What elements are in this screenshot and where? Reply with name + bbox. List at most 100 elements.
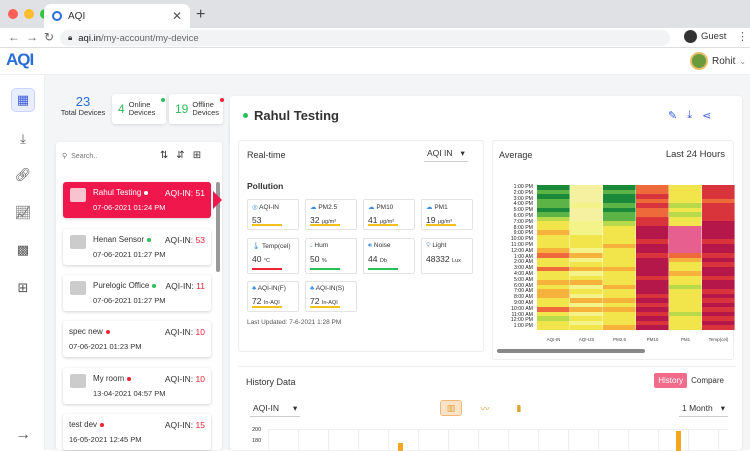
- heatmap-cell: [702, 252, 735, 258]
- total-devices-stat: 23 Total Devices: [57, 94, 109, 132]
- sensor-card[interactable]: ◎ AQI-IN 53: [247, 199, 299, 230]
- caret-down-icon: ▾: [460, 148, 465, 158]
- heatmap-cell: [636, 271, 669, 276]
- heatmap-cell: [537, 230, 570, 235]
- minimize-window-button[interactable]: [24, 9, 34, 19]
- device-list-item[interactable]: My room AQI-IN: 10 13-04-2021 04:57 PM: [63, 368, 211, 404]
- heatmap-cell: [636, 203, 669, 208]
- heatmap-scrollbar[interactable]: [497, 349, 645, 353]
- sort-az-icon[interactable]: ⇅: [160, 150, 169, 161]
- share-icon[interactable]: ⋖: [702, 110, 712, 122]
- realtime-select[interactable]: AQI IN ▾: [424, 146, 468, 162]
- heatmap-cell: [702, 189, 735, 195]
- offline-devices-stat[interactable]: 19 Offline Devices: [169, 94, 225, 124]
- qr-icon[interactable]: ▩: [16, 242, 30, 257]
- device-name: My room: [93, 374, 132, 383]
- heatmap-cell: [702, 248, 735, 253]
- browser-menu-icon[interactable]: ⋮: [737, 31, 748, 43]
- heatmap-cell: [537, 243, 570, 249]
- edit-icon[interactable]: ✎: [668, 110, 678, 122]
- user-menu[interactable]: Rohit ⌄: [690, 52, 746, 70]
- close-window-button[interactable]: [8, 9, 18, 19]
- chart-icon[interactable]: 📈︎: [14, 205, 32, 220]
- device-list-item[interactable]: spec new AQI-IN: 10 07-06-2021 01:23 PM: [63, 321, 211, 357]
- heatmap-cell: [603, 302, 636, 308]
- url-field[interactable]: 🔒︎ aqi.in/my-account/my-device: [60, 30, 670, 46]
- heatmap-cell: [570, 320, 603, 326]
- device-list-item[interactable]: Henan Sensor AQI-IN: 53 07-06-2021 01:27 P…: [63, 229, 211, 265]
- heatmap-cell: [537, 311, 570, 317]
- online-devices-stat[interactable]: 4 Online Devices: [112, 94, 166, 124]
- heatmap-cell: [570, 302, 603, 308]
- heatmap-cell: [636, 262, 669, 267]
- apps-icon[interactable]: ⊞: [17, 280, 29, 295]
- arrow-right-icon[interactable]: →: [15, 426, 31, 443]
- sensor-label: 🌡︎ Temp(cel): [252, 243, 291, 250]
- history-range-select[interactable]: 1 Month ▾: [679, 401, 728, 417]
- heatmap-cell: [603, 280, 636, 285]
- history-bar[interactable]: [398, 443, 403, 451]
- sensor-card[interactable]: 💧︎ Hum 50 %: [305, 238, 357, 274]
- grid-view-icon[interactable]: ⊞: [192, 150, 202, 161]
- heatmap-cell: [603, 189, 636, 195]
- new-tab-button[interactable]: +: [196, 6, 206, 23]
- forward-icon[interactable]: →: [26, 30, 38, 44]
- tab-history[interactable]: History: [654, 373, 688, 388]
- sensor-card[interactable]: 🔊︎ Noise 44 Db: [363, 238, 415, 274]
- heatmap-cell: [570, 289, 603, 294]
- filter-icon[interactable]: ⇵: [176, 150, 185, 161]
- bar-chart-icon[interactable]: ▥: [440, 400, 462, 416]
- sensor-card[interactable]: ☁ PM2.5 32 μg/m³: [305, 199, 357, 230]
- heatmap-cell: [537, 271, 570, 276]
- device-list-item[interactable]: Purelogic Office AQI-IN: 11 07-06-2021 01:…: [63, 275, 211, 311]
- heatmap-cell: [636, 320, 669, 326]
- heatmap-cell: [537, 280, 570, 285]
- close-tab-icon[interactable]: ✕: [171, 9, 182, 23]
- sensor-card[interactable]: 💡︎ Light 48332 Lux: [421, 238, 473, 274]
- device-list-item[interactable]: Rahul Testing AQI-IN: 51 07-06-2021 01:24 …: [63, 182, 211, 218]
- heatmap-cell: [636, 225, 669, 231]
- document-icon[interactable]: ▮: [516, 402, 522, 413]
- heatmap-cell: [603, 307, 636, 312]
- back-icon[interactable]: ←: [8, 30, 20, 44]
- sensor-card[interactable]: ☁ PM1 19 μg/m³: [421, 199, 473, 230]
- sensor-card[interactable]: ♣ AQI-IN(F) 72 In-AQI: [247, 281, 299, 312]
- sensor-label: ♣ AQI-IN(F): [252, 285, 286, 292]
- sensor-value: 41 μg/m³: [368, 215, 395, 225]
- sensor-card[interactable]: ♣ AQI-IN(S) 72 In-AQI: [305, 281, 357, 312]
- dashboard-icon[interactable]: ▦: [11, 88, 35, 112]
- download-icon[interactable]: ⤓: [20, 131, 26, 146]
- chevron-down-icon: ⌄: [739, 56, 747, 66]
- device-list-item[interactable]: test dev AQI-IN: 15 16-05-2021 12:45 PM: [63, 414, 211, 450]
- tab-compare[interactable]: Compare: [691, 376, 724, 385]
- device-aqi: AQI-IN: 53: [164, 235, 205, 245]
- heatmap-column-label: AQI-IN: [546, 337, 561, 342]
- sensor-card[interactable]: 🌡︎ Temp(cel) 40 °C: [247, 238, 299, 274]
- device-timestamp: 07-06-2021 01:27 PM: [93, 296, 166, 305]
- sensor-label: 💧︎ Hum: [310, 242, 329, 249]
- sensor-value: 48332 Lux: [426, 254, 461, 264]
- browser-tab[interactable]: AQI ✕: [44, 4, 190, 28]
- heatmap-cell: [702, 298, 735, 303]
- line-chart-icon[interactable]: 〰: [480, 403, 490, 414]
- heatmap-cell: [603, 185, 636, 190]
- heatmap-cell: [669, 280, 702, 285]
- history-bar[interactable]: [676, 431, 681, 451]
- sensor-card[interactable]: ☁ PM10 41 μg/m³: [363, 199, 415, 230]
- reload-icon[interactable]: ↻: [44, 30, 55, 44]
- heatmap-cell: [636, 221, 669, 226]
- aqi-logo[interactable]: AQI: [6, 50, 34, 70]
- link-icon[interactable]: 🔗︎: [14, 167, 32, 182]
- heatmap-column-label: PM2.5: [612, 337, 626, 342]
- sensor-label: ☁ PM1: [426, 204, 448, 211]
- heatmap-cell: [702, 289, 735, 294]
- history-parameter-select[interactable]: AQI-IN ▾: [250, 401, 301, 417]
- heatmap-time-label: 3:00 PM: [513, 195, 533, 202]
- heatmap-cell: [570, 298, 603, 303]
- profile-button[interactable]: Guest: [684, 30, 726, 43]
- search-input[interactable]: ⚲ Search..: [62, 152, 97, 161]
- heatmap-cell: [537, 325, 570, 330]
- download-icon[interactable]: ⤓: [687, 109, 693, 121]
- heatmap-cell: [603, 203, 636, 208]
- list-scrollbar[interactable]: [216, 182, 220, 272]
